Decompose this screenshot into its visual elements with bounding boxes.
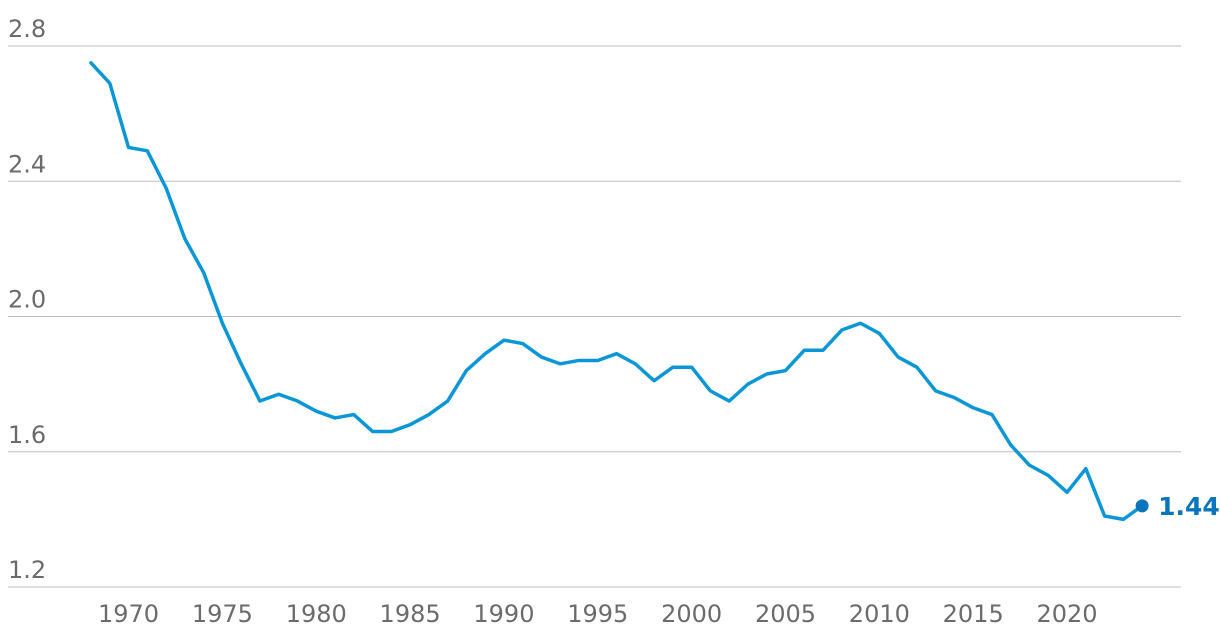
y-tick-label: 2.8 [8,15,46,43]
series-line [89,61,1144,522]
y-tick-label: 1.2 [8,556,46,584]
x-axis-tick-labels: 1970 1975 1980 1985 1990 1995 2000 2005 2010 2015… [98,600,1098,628]
y-tick-label: 2.0 [8,286,46,314]
y-tick-label: 2.4 [8,150,46,178]
x-tick-label: 2005 [755,600,816,628]
x-tick-label: 1980 [286,600,347,628]
x-tick-label: 2015 [943,600,1004,628]
x-tick-label: 2000 [661,600,722,628]
x-tick-label: 1990 [473,600,534,628]
end-value-label: 1.44 [1158,492,1220,521]
y-tick-label: 1.6 [8,421,46,449]
x-tick-label: 1995 [567,600,628,628]
x-tick-label: 1985 [380,600,441,628]
end-point-marker [1135,499,1149,513]
annotations: 1.44 [1135,492,1220,521]
x-tick-label: 2010 [849,600,910,628]
x-tick-label: 1970 [98,600,159,628]
x-tick-label: 2020 [1037,600,1098,628]
x-tick-label: 1975 [192,600,253,628]
grid-lines [8,45,1181,588]
series-group [89,61,1144,522]
y-axis-tick-labels: 1.2 1.6 2.0 2.4 2.8 [8,15,46,584]
